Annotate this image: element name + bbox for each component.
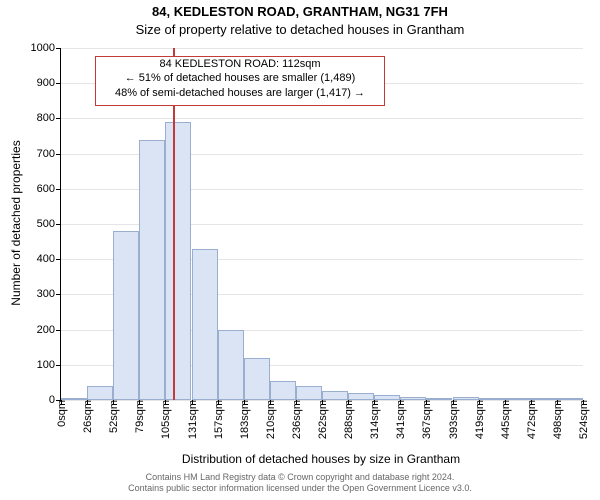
ytick-label: 500	[37, 218, 61, 230]
callout-line: 84 KEDLESTON ROAD: 112sqm	[96, 57, 384, 71]
histogram-chart: 84, KEDLESTON ROAD, GRANTHAM, NG31 7FH S…	[0, 0, 600, 500]
histogram-bar	[322, 391, 348, 400]
xtick-label: 445sqm	[498, 400, 512, 439]
histogram-bar	[87, 386, 113, 400]
xtick-label: 210sqm	[263, 400, 277, 439]
footer-line2: Contains public sector information licen…	[0, 483, 600, 494]
footer-line1: Contains HM Land Registry data © Crown c…	[0, 472, 600, 483]
histogram-bar	[505, 398, 531, 400]
xtick-label: 52sqm	[106, 400, 120, 433]
histogram-bar	[374, 395, 400, 400]
xtick-label: 262sqm	[315, 400, 329, 439]
callout-box: 84 KEDLESTON ROAD: 112sqm← 51% of detach…	[95, 56, 385, 106]
xtick-label: 524sqm	[576, 400, 590, 439]
histogram-bar	[113, 231, 139, 400]
xtick-label: 341sqm	[393, 400, 407, 439]
y-axis-label: Number of detached properties	[9, 123, 23, 323]
chart-title-line1: 84, KEDLESTON ROAD, GRANTHAM, NG31 7FH	[0, 4, 600, 19]
histogram-bar	[244, 358, 270, 400]
xtick-label: 0sqm	[54, 400, 68, 427]
footer-attribution: Contains HM Land Registry data © Crown c…	[0, 472, 600, 495]
xtick-label: 236sqm	[289, 400, 303, 439]
xtick-label: 498sqm	[550, 400, 564, 439]
histogram-bar	[531, 398, 557, 400]
callout-line: 48% of semi-detached houses are larger (…	[96, 86, 384, 100]
histogram-bar	[426, 398, 452, 400]
xtick-label: 472sqm	[524, 400, 538, 439]
gridline	[61, 48, 583, 49]
xtick-label: 314sqm	[367, 400, 381, 439]
xtick-label: 367sqm	[419, 400, 433, 439]
histogram-bar	[139, 140, 165, 400]
xtick-label: 131sqm	[185, 400, 199, 439]
xtick-label: 26sqm	[80, 400, 94, 433]
plot-area: 010020030040050060070080090010000sqm26sq…	[60, 48, 583, 401]
gridline	[61, 118, 583, 119]
histogram-bar	[557, 398, 583, 400]
chart-title-line2: Size of property relative to detached ho…	[0, 22, 600, 37]
histogram-bar	[479, 398, 505, 400]
xtick-label: 419sqm	[472, 400, 486, 439]
histogram-bar	[192, 249, 218, 400]
ytick-label: 600	[37, 183, 61, 195]
ytick-label: 800	[37, 112, 61, 124]
xtick-label: 393sqm	[446, 400, 460, 439]
ytick-label: 900	[37, 77, 61, 89]
xtick-label: 183sqm	[237, 400, 251, 439]
ytick-label: 400	[37, 253, 61, 265]
histogram-bar	[348, 393, 374, 400]
callout-line: ← 51% of detached houses are smaller (1,…	[96, 71, 384, 85]
ytick-label: 100	[37, 359, 61, 371]
ytick-label: 200	[37, 324, 61, 336]
histogram-bar	[218, 330, 244, 400]
histogram-bar	[453, 397, 479, 400]
ytick-label: 300	[37, 288, 61, 300]
xtick-label: 157sqm	[211, 400, 225, 439]
histogram-bar	[400, 397, 426, 400]
histogram-bar	[61, 398, 87, 400]
xtick-label: 288sqm	[341, 400, 355, 439]
histogram-bar	[270, 381, 296, 400]
x-axis-label: Distribution of detached houses by size …	[60, 452, 582, 466]
histogram-bar	[296, 386, 322, 400]
ytick-label: 700	[37, 148, 61, 160]
histogram-bar	[165, 122, 191, 400]
xtick-label: 79sqm	[132, 400, 146, 433]
xtick-label: 105sqm	[158, 400, 172, 439]
ytick-label: 1000	[31, 42, 61, 54]
